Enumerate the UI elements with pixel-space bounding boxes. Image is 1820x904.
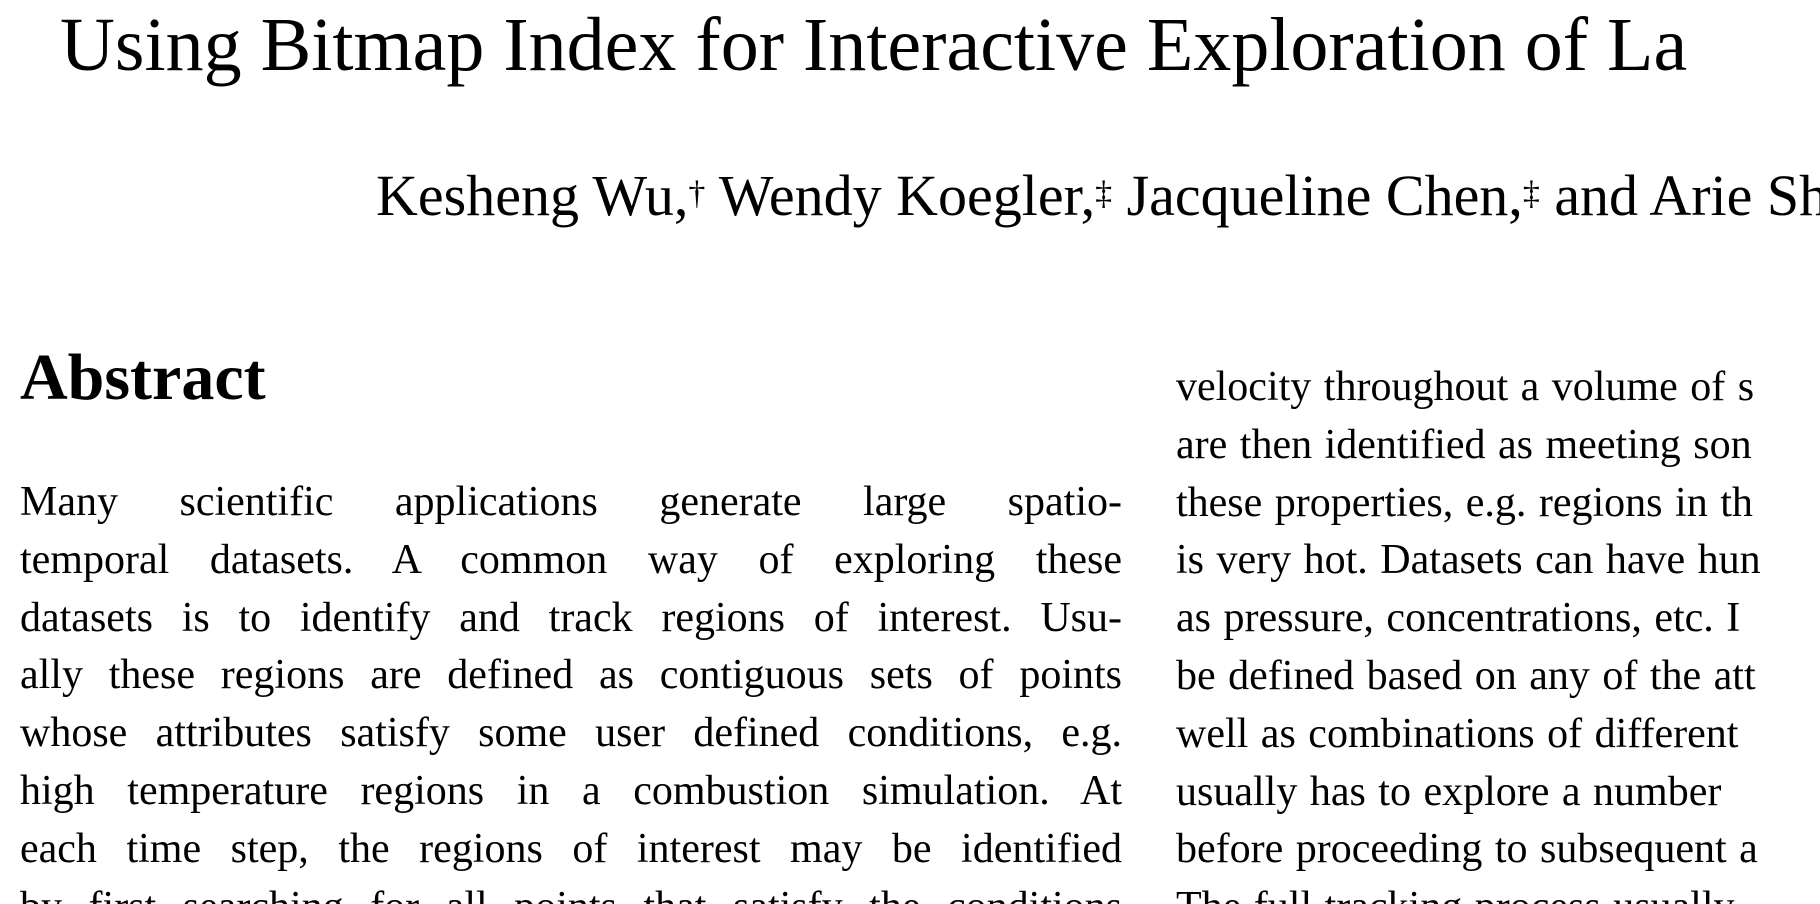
text-line: Many scientific applications generate la…: [20, 479, 1122, 525]
affiliation-mark: †: [688, 175, 706, 212]
text-line: as pressure, concentrations, etc. I: [1176, 595, 1741, 642]
text-line: be defined based on any of the att: [1176, 652, 1756, 699]
text-line: by first searching for all points that s…: [20, 879, 1122, 904]
author-shoshani: and Arie Shos: [1554, 163, 1820, 228]
text-line: these properties, e.g. regions in th: [1176, 479, 1753, 526]
abstract-right-column: velocity throughout a volume of s are th…: [1176, 359, 1820, 904]
text-line: is very hot. Datasets can have hun: [1176, 537, 1761, 584]
affiliation-mark: ‡: [1095, 175, 1113, 212]
author-koegler: Wendy Koegler,‡: [719, 163, 1112, 228]
abstract-left-column: Many scientific applications generate la…: [20, 474, 1122, 904]
text-line: datasets is to identify and track region…: [20, 594, 1122, 641]
text-line: ally these regions are defined as contig…: [20, 652, 1122, 699]
abstract-heading: Abstract: [20, 341, 266, 414]
author-chen: Jacqueline Chen,‡: [1127, 163, 1540, 228]
text-line: velocity throughout a volume of s: [1176, 364, 1755, 410]
text-line: The full tracking process usually: [1176, 879, 1820, 904]
text-line: high temperature regions in a combustion…: [20, 767, 1122, 814]
text-line: temporal datasets. A common way of explo…: [20, 536, 1122, 583]
text-line: usually has to explore a number: [1176, 768, 1722, 815]
text-line: whose attributes satisfy some user defin…: [20, 710, 1122, 757]
paper-title: Using Bitmap Index for Interactive Explo…: [60, 3, 1688, 87]
text-line: each time step, the regions of interest …: [20, 825, 1122, 872]
author-wu: Kesheng Wu,†: [376, 163, 705, 228]
author-name: Kesheng Wu,: [376, 163, 689, 228]
author-name: Jacqueline Chen,: [1126, 163, 1523, 228]
text-line: before proceeding to subsequent a: [1176, 826, 1758, 873]
author-name: Wendy Koegler,: [718, 163, 1096, 228]
author-list: Kesheng Wu,† Wendy Koegler,‡ Jacqueline …: [376, 162, 1820, 230]
affiliation-mark: ‡: [1522, 175, 1540, 212]
author-name: and Arie Shos: [1554, 163, 1820, 228]
text-line: are then identified as meeting son: [1176, 421, 1752, 468]
text-line: well as combinations of different: [1176, 710, 1739, 757]
